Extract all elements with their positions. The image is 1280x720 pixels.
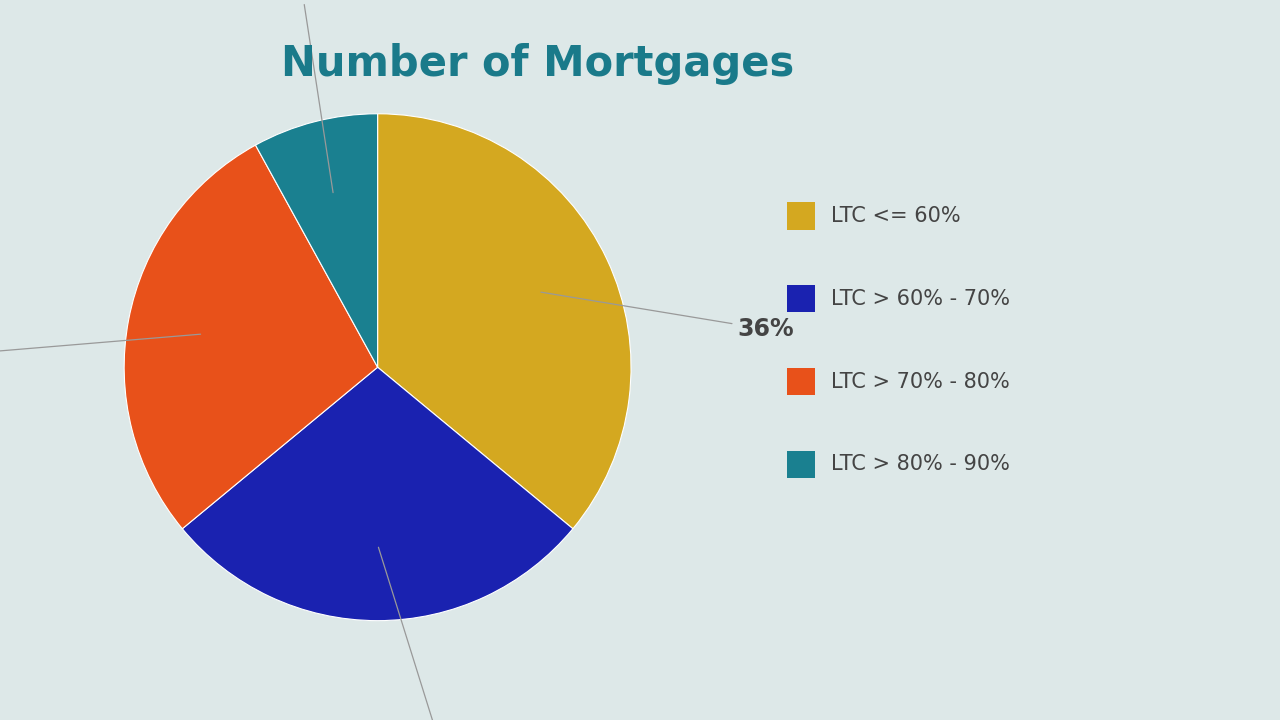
Text: LTC > 70% - 80%: LTC > 70% - 80% [831, 372, 1010, 392]
Text: LTC <= 60%: LTC <= 60% [831, 206, 960, 226]
Text: 36%: 36% [541, 292, 794, 341]
Text: Number of Mortgages: Number of Mortgages [282, 43, 794, 85]
Text: 8%: 8% [282, 0, 333, 193]
Text: 28%: 28% [379, 547, 470, 720]
Text: LTC > 80% - 90%: LTC > 80% - 90% [831, 454, 1010, 474]
Wedge shape [182, 367, 573, 621]
Text: 28%: 28% [0, 334, 201, 366]
Wedge shape [256, 114, 378, 367]
Wedge shape [124, 145, 378, 528]
Text: LTC > 60% - 70%: LTC > 60% - 70% [831, 289, 1010, 309]
Wedge shape [378, 114, 631, 528]
